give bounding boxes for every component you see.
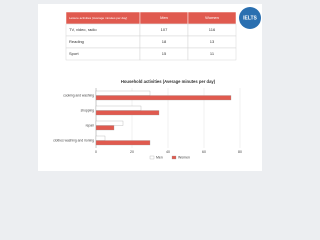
cell-text: 15 — [162, 51, 167, 56]
x-tick-label: 40 — [166, 150, 170, 154]
bar — [95, 105, 142, 111]
y-tick-label: shopping — [81, 108, 95, 112]
x-tick-label: 20 — [130, 150, 134, 154]
cell-text: 18 — [162, 39, 167, 44]
bar — [95, 125, 115, 131]
bar — [95, 135, 106, 141]
chart-title: Household activities (Average minutes pe… — [121, 79, 216, 84]
legend-swatch — [171, 155, 177, 160]
legend-label: Women — [178, 156, 190, 160]
bar — [95, 140, 151, 146]
legend-swatch — [149, 155, 155, 160]
y-tick-label: clothes washing and ironing — [53, 138, 94, 142]
page: IELTS Household activities (Average minu… — [38, 4, 262, 171]
x-tick-label: 80 — [238, 150, 242, 154]
header-text: Leisure activities (Average minutes per … — [69, 16, 127, 20]
cell-text: 13 — [210, 39, 215, 44]
x-tick-label: 0 — [95, 150, 97, 154]
bar — [95, 90, 151, 96]
cell-text: Reading — [69, 39, 84, 44]
cell-text: 107 — [161, 27, 168, 32]
cell-text: Sport — [69, 51, 79, 56]
y-tick-label: cooking and washing — [63, 93, 94, 97]
y-tick-label: repair — [86, 123, 95, 127]
bar — [95, 110, 160, 116]
cell-text: 116 — [209, 27, 216, 32]
cell-text: 11 — [210, 51, 215, 56]
logo-text: IELTS — [243, 15, 257, 21]
cell-text: TV, video, radio — [69, 27, 97, 32]
x-tick-label: 60 — [202, 150, 206, 154]
header-text: Men — [160, 15, 168, 20]
bar — [95, 120, 124, 126]
legend-label: Men — [156, 156, 163, 160]
bar — [95, 95, 232, 101]
header-text: Women — [205, 15, 219, 20]
cell — [187, 47, 237, 61]
logo-badge — [239, 7, 261, 29]
